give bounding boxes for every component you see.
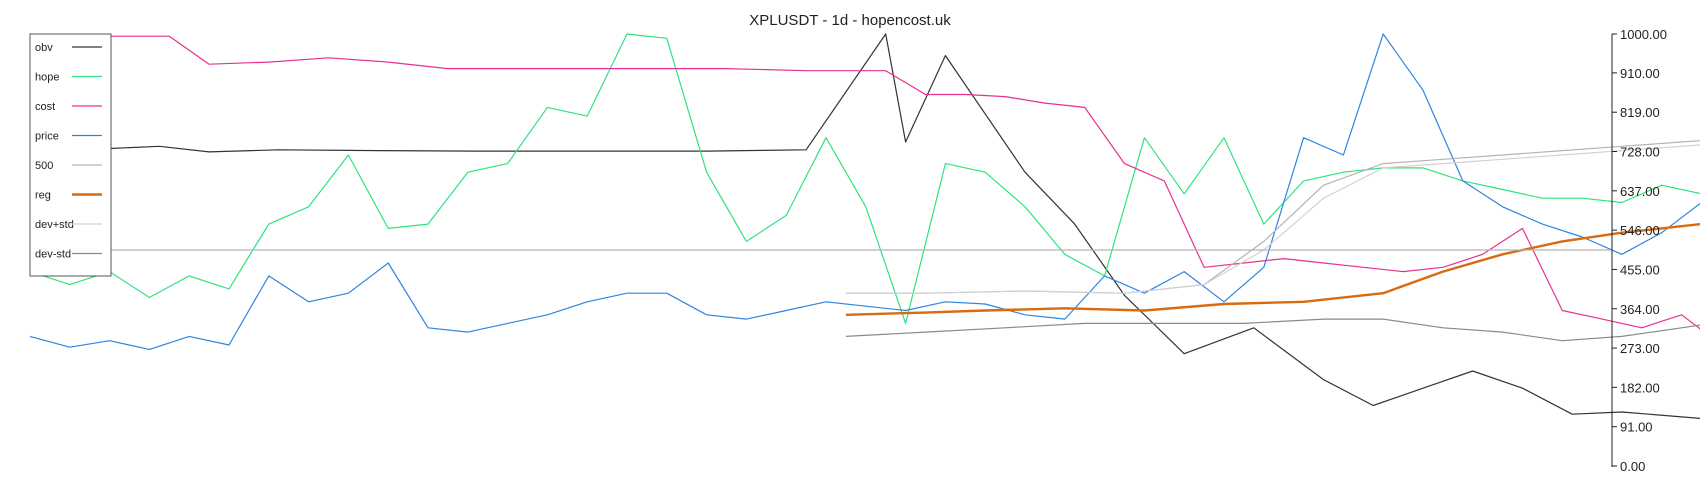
y-tick-label: 0.00 xyxy=(1620,459,1645,474)
y-axis: 0.00 91.00 182.00 273.00 364.00 455.00 546.00 6… xyxy=(1612,27,1667,474)
series-line-cost xyxy=(29,33,1700,330)
legend: obv hope cost price 500 reg dev+std dev-std xyxy=(29,33,112,277)
series-line-dev-std xyxy=(845,318,1700,342)
y-tick-label: 455.00 xyxy=(1620,262,1660,277)
y-tick-label: 364.00 xyxy=(1620,302,1660,317)
legend-label-cost: cost xyxy=(35,101,55,113)
y-tick-label: 273.00 xyxy=(1620,341,1660,356)
legend-label-500: 500 xyxy=(35,160,53,172)
legend-label-dev-std: dev-std xyxy=(35,249,71,261)
y-tick-label: 182.00 xyxy=(1620,380,1660,395)
series-line-dev-std xyxy=(845,144,1700,294)
series-line-500 xyxy=(845,140,1700,294)
y-tick-label: 728.00 xyxy=(1620,145,1660,160)
chart-title: XPLUSDT - 1d - hopencost.uk xyxy=(749,12,951,29)
legend-box xyxy=(29,33,112,277)
series-layer xyxy=(29,33,1700,419)
y-tick-label: 637.00 xyxy=(1620,184,1660,199)
y-tick-label: 910.00 xyxy=(1620,66,1660,81)
series-line-obv xyxy=(29,33,1700,419)
series-line-hope xyxy=(29,33,1700,324)
series-line-reg xyxy=(845,223,1700,316)
y-tick-label: 91.00 xyxy=(1620,420,1653,435)
y-tick-label: 546.00 xyxy=(1620,223,1660,238)
legend-label-reg: reg xyxy=(35,190,51,202)
legend-label-obv: obv xyxy=(35,42,53,54)
y-tick-label: 819.00 xyxy=(1620,105,1660,120)
legend-label-dev-std: dev+std xyxy=(35,219,74,231)
series-line-price xyxy=(29,33,1700,350)
legend-label-price: price xyxy=(35,131,59,143)
y-tick-label: 1000.00 xyxy=(1620,27,1667,42)
legend-label-hope: hope xyxy=(35,72,59,84)
